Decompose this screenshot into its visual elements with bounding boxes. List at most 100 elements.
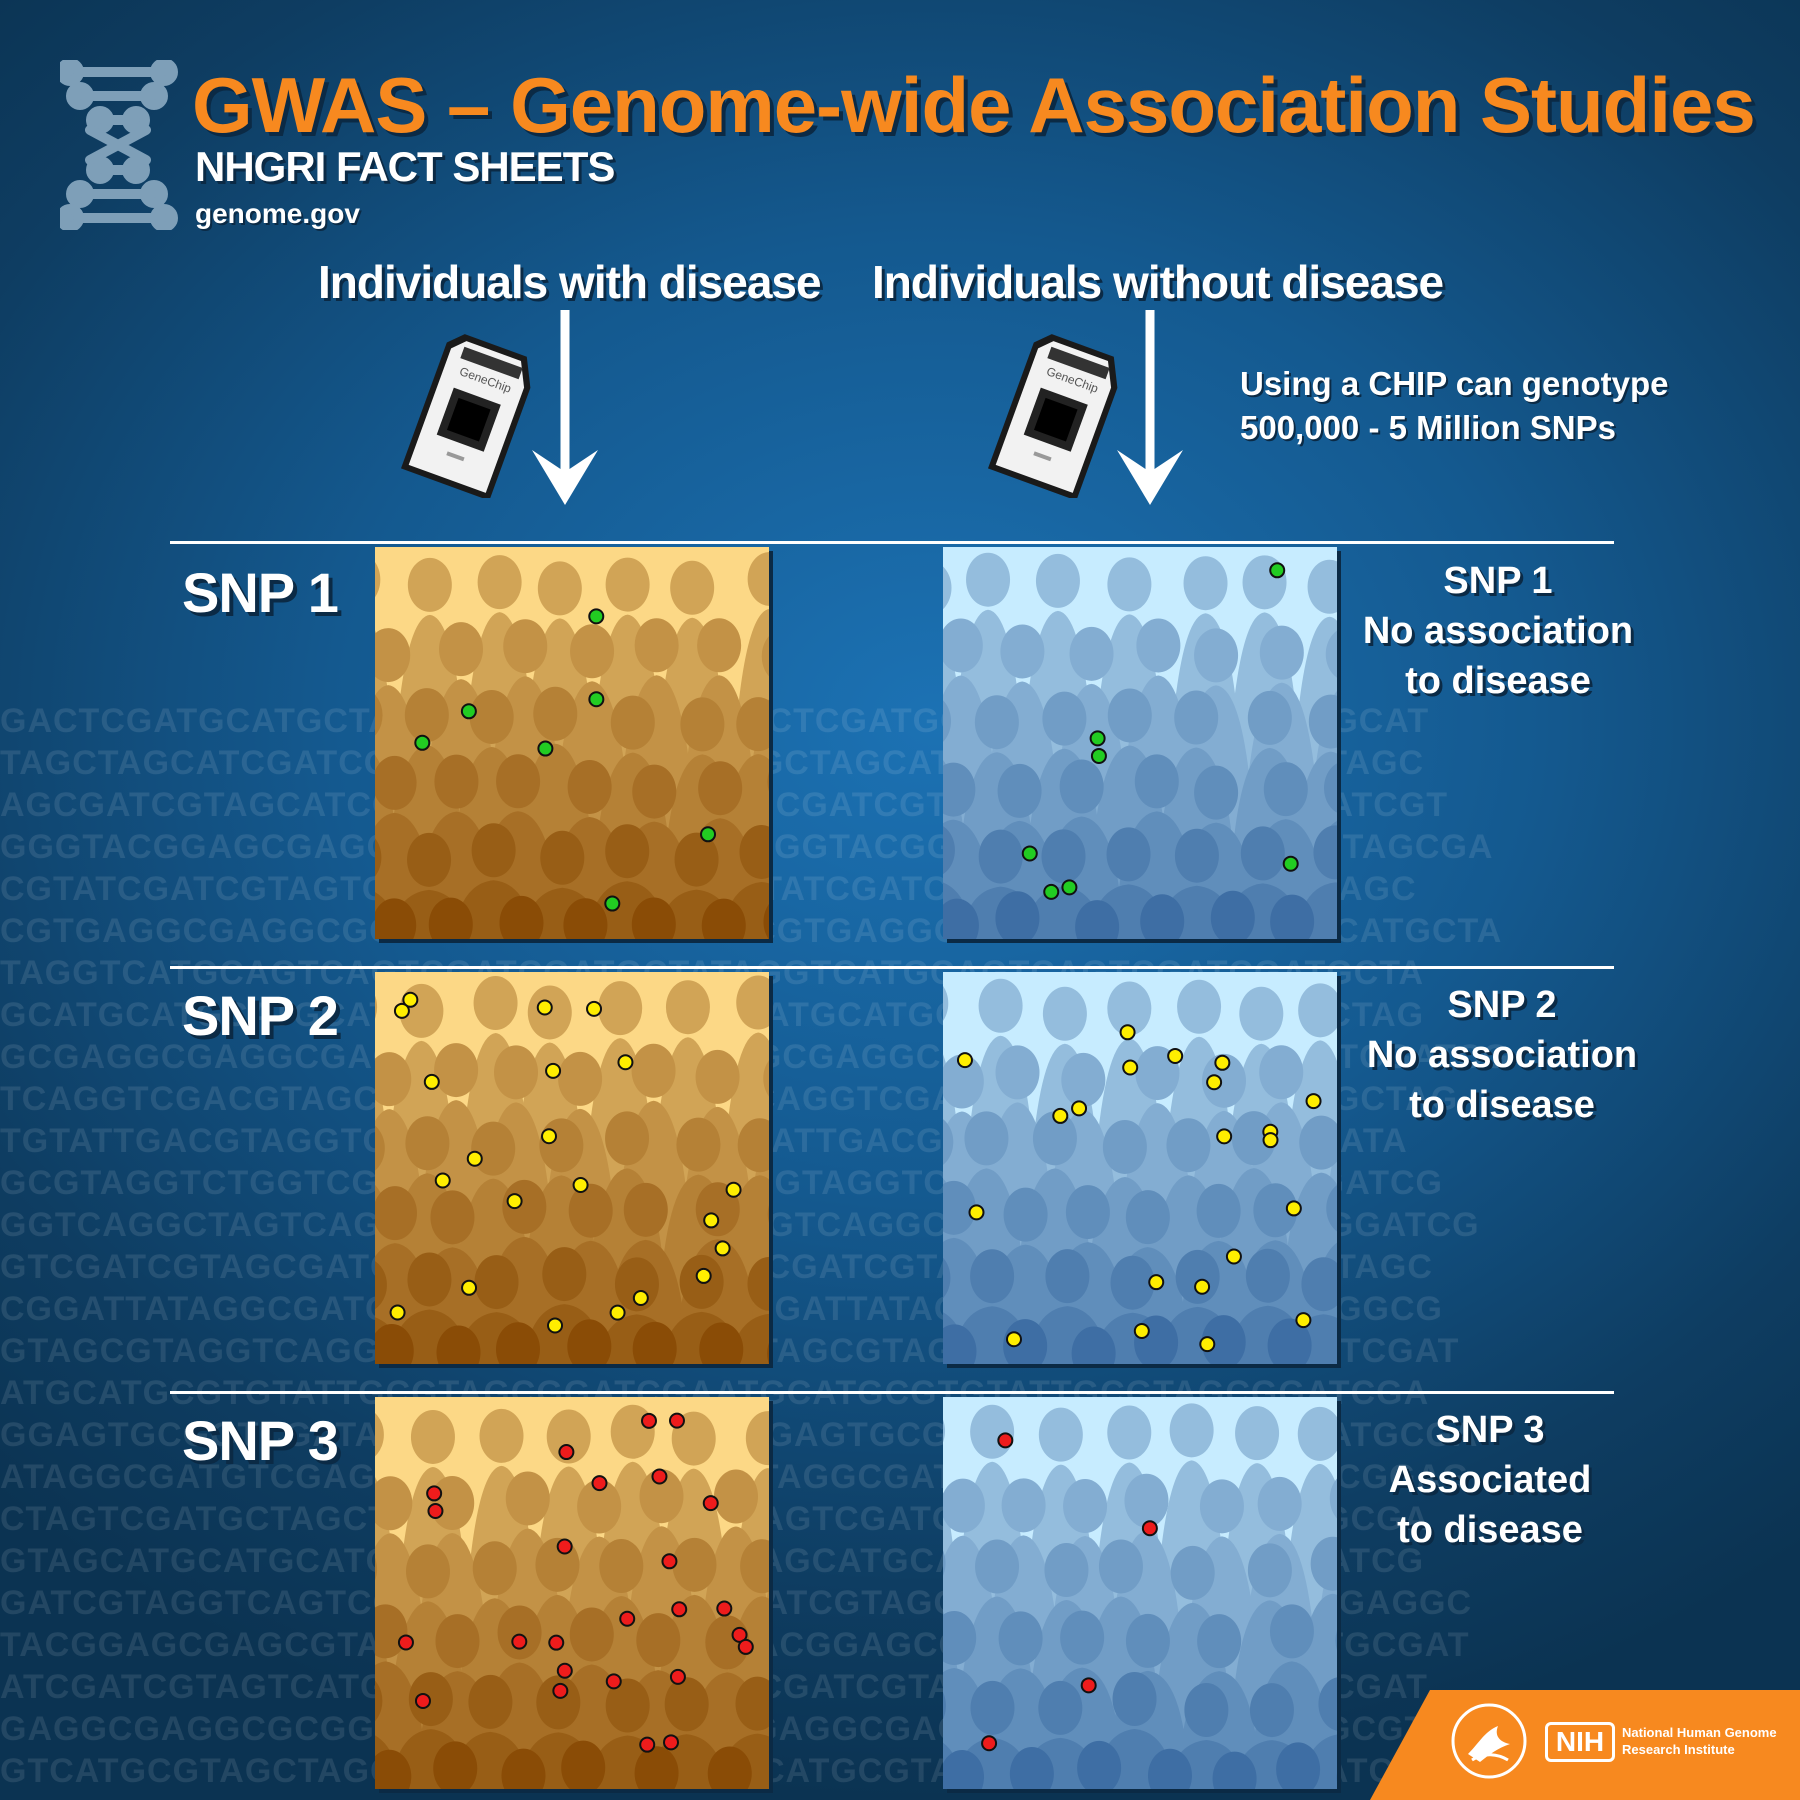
dna-background-line: CGTGAGGCGAGGCGCGGAGCGGCATGCTACGTGAGGCGAG…: [0, 910, 1800, 952]
person-silhouette: [1210, 890, 1255, 939]
crowd-illustration: [375, 972, 769, 1364]
snp-dot: [700, 826, 717, 843]
snp-dot: [661, 1553, 678, 1570]
snp-dot: [572, 1177, 589, 1194]
person-silhouette: [1212, 1751, 1257, 1789]
nhgri-name: National Human Genome Research Institute: [1622, 1724, 1777, 1758]
snp-dot: [397, 1634, 414, 1651]
snp-dot: [663, 1734, 680, 1751]
snp-dot: [461, 1279, 478, 1296]
snp-dot: [609, 1304, 626, 1321]
snp-dot: [695, 1267, 712, 1284]
snp3-result-title: SNP 3: [1435, 1409, 1545, 1451]
heading-without-disease: Individuals without disease: [872, 256, 1444, 308]
snp-dot: [588, 691, 605, 708]
dna-background-line: CGTATCGATCGTAGTCGATCGATGCTAGCCGTATCGATCG…: [0, 868, 1800, 910]
person-silhouette: [1023, 829, 1104, 939]
snp-dot: [426, 1485, 443, 1502]
snp-dot: [556, 1538, 573, 1555]
dna-background-line: GGGTACGGAGCGAGCGATCGAGCTAGCGAGGGTACGGAGC…: [0, 826, 1800, 868]
row-separator: [170, 1391, 1614, 1394]
snp1-result-line1: No association: [1362, 610, 1634, 652]
snp-dot: [1043, 883, 1060, 900]
snp-dot: [545, 1062, 562, 1079]
snp2-result: SNP 2 No association to disease: [1342, 980, 1662, 1130]
person-silhouette: [499, 895, 544, 939]
dna-background-line: GACTCGATGCATGCTAGCTAGGCTAGCATGACTCGATGCA…: [0, 700, 1800, 742]
snp-dot: [1214, 1054, 1231, 1071]
snp-dot: [1199, 1336, 1216, 1353]
snp-dot: [427, 1503, 444, 1520]
nhgri-name-line1: National Human Genome: [1622, 1725, 1777, 1740]
person-silhouette: [495, 1322, 540, 1364]
person-silhouette: [561, 1740, 606, 1789]
person-silhouette: [563, 898, 608, 939]
person-silhouette: [1276, 1742, 1321, 1789]
snp-dot: [586, 1000, 603, 1017]
nih-logo[interactable]: NIH: [1545, 1722, 1615, 1762]
person-silhouette: [1075, 900, 1120, 939]
snp-dot: [1141, 1520, 1158, 1537]
snp-dot: [389, 1304, 406, 1321]
snp-dot: [1148, 1274, 1165, 1291]
snp-dot: [1119, 1024, 1136, 1041]
snp-dot: [1262, 1132, 1279, 1149]
snp-dot: [997, 1432, 1014, 1449]
crowd-illustration: [375, 1397, 769, 1789]
snp-dot: [640, 1412, 657, 1429]
person-silhouette: [707, 1746, 752, 1789]
snp3-result-line2: to disease: [1397, 1509, 1583, 1551]
dna-background-line: GGTCAGGCTAGTCAGTCAGGAGCGGATCGGGTCAGGCTAG…: [0, 1204, 1800, 1246]
dna-background-line: AGCGATCGTAGCATCGAGTCAGCGATCGTAGCGATCGTAG…: [0, 784, 1800, 826]
person-silhouette: [375, 898, 417, 939]
dna-background-line: TACGGAGCGAGCGTAGCGTAGCGTGCGATTACGGAGCGAG…: [0, 1624, 1800, 1666]
snp-dot: [1133, 1323, 1150, 1340]
down-arrow-icon: [1117, 310, 1183, 505]
person-silhouette: [699, 1322, 744, 1364]
snp-dot: [558, 1444, 575, 1461]
snp-dot: [537, 740, 554, 757]
person-silhouette: [375, 1749, 412, 1789]
snp-dot: [617, 1054, 634, 1071]
person-silhouette: [433, 1741, 478, 1789]
snp-dot: [716, 1600, 733, 1617]
snp-dot: [651, 1468, 668, 1485]
snp-dot: [671, 1601, 688, 1618]
snp-dot: [981, 1735, 998, 1752]
person-silhouette: [995, 891, 1040, 939]
snp-dot: [460, 703, 477, 720]
snp-dot: [591, 1475, 608, 1492]
snp-dot: [466, 1150, 483, 1167]
page-title: GWAS – Genome-wide Association Studies: [192, 61, 1756, 149]
snp-dot: [669, 1668, 686, 1685]
gene-chip-icon: GeneChip: [988, 334, 1118, 498]
chip-note-line1: Using a CHIP can genotype: [1240, 365, 1669, 402]
person-silhouette: [1071, 1326, 1116, 1364]
snp-dot: [434, 1172, 451, 1189]
snp-dot: [402, 991, 419, 1008]
snp-dot: [604, 895, 621, 912]
person-silhouette: [632, 1321, 677, 1364]
snp-dot: [968, 1204, 985, 1221]
snp2-result-title: SNP 2: [1447, 984, 1557, 1026]
snp-dot: [632, 1290, 649, 1307]
snp2-case-panel: [375, 972, 769, 1364]
snp-dot: [1282, 855, 1299, 872]
person-silhouette: [501, 1748, 546, 1789]
snp1-result-line2: to disease: [1405, 660, 1591, 702]
person-silhouette: [436, 1325, 481, 1364]
person-silhouette: [943, 1750, 985, 1789]
nih-footer-banner: [1370, 1690, 1800, 1800]
person-silhouette: [1140, 894, 1185, 939]
website-link[interactable]: genome.gov: [195, 198, 360, 229]
snp-dot: [1295, 1312, 1312, 1329]
person-silhouette: [767, 1342, 769, 1364]
person-silhouette: [943, 1324, 977, 1364]
person-silhouette: [1003, 1319, 1048, 1364]
snp-dot: [702, 1495, 719, 1512]
snp-dot: [556, 1662, 573, 1679]
snp-dot: [725, 1181, 742, 1198]
snp-dot: [506, 1193, 523, 1210]
snp1-result: SNP 1 No association to disease: [1338, 556, 1658, 706]
snp2-result-line1: No association: [1366, 1034, 1638, 1076]
